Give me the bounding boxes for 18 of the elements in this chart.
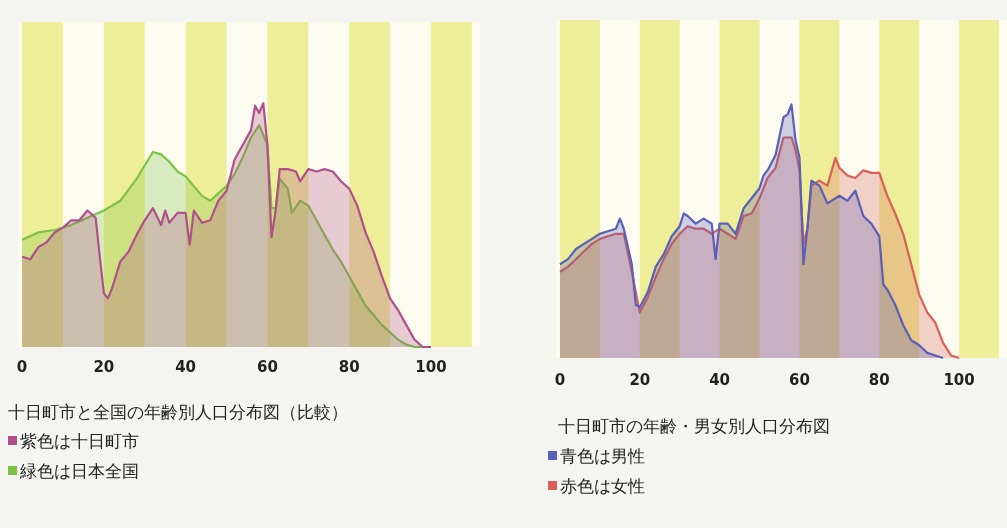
x-tick-label: 100 — [943, 371, 975, 389]
x-tick-label: 40 — [709, 371, 731, 389]
x-tick-label: 80 — [338, 358, 360, 376]
x-tick-label: 0 — [16, 358, 28, 376]
x-tick-label: 60 — [789, 371, 810, 389]
legend-label: 緑色は日本全国 — [19, 461, 139, 481]
x-tick-label: 40 — [175, 358, 197, 376]
x-tick-label: 80 — [868, 371, 890, 389]
x-tick-label: 60 — [256, 358, 278, 376]
text: 十日町市と全国の年齢別人口分布図（比較） — [8, 402, 348, 422]
legend-label: 紫色は十日町市 — [20, 431, 139, 451]
x-tick-label: 100 — [415, 358, 447, 376]
x-tick-label: 20 — [629, 371, 651, 389]
legend-label: 赤色は女性 — [560, 476, 645, 496]
legend-label: 青色は男性 — [560, 446, 645, 466]
x-tick-label: 0 — [554, 371, 566, 389]
x-tick-label: 20 — [93, 358, 115, 376]
text: 十日町市の年齢・男女別人口分布図 — [558, 416, 830, 436]
